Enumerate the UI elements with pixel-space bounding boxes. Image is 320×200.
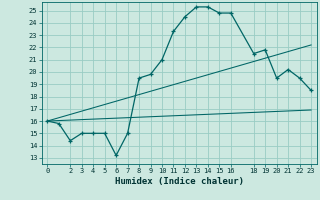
X-axis label: Humidex (Indice chaleur): Humidex (Indice chaleur) (115, 177, 244, 186)
